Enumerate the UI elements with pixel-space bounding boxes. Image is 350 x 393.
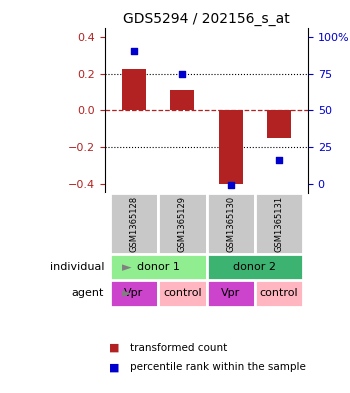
Text: control: control <box>260 288 298 298</box>
Bar <box>158 280 206 307</box>
Bar <box>122 70 146 110</box>
Bar <box>255 193 303 254</box>
Bar <box>110 280 158 307</box>
Text: individual: individual <box>50 262 104 272</box>
Text: GSM1365130: GSM1365130 <box>226 196 235 252</box>
Bar <box>170 90 194 110</box>
Bar <box>206 193 255 254</box>
Bar <box>267 110 291 138</box>
Bar <box>110 254 206 280</box>
Bar <box>110 193 158 254</box>
Title: GDS5294 / 202156_s_at: GDS5294 / 202156_s_at <box>123 13 290 26</box>
Text: donor 2: donor 2 <box>233 262 276 272</box>
Bar <box>158 193 206 254</box>
Point <box>131 48 137 55</box>
Text: agent: agent <box>72 288 104 298</box>
Bar <box>255 280 303 307</box>
Text: GSM1365129: GSM1365129 <box>178 196 187 252</box>
Text: control: control <box>163 288 202 298</box>
Text: Vpr: Vpr <box>221 288 240 298</box>
Text: transformed count: transformed count <box>130 343 227 353</box>
Text: ►: ► <box>122 287 132 300</box>
Text: percentile rank within the sample: percentile rank within the sample <box>130 362 305 373</box>
Text: ■: ■ <box>108 343 119 353</box>
Bar <box>219 110 243 184</box>
Bar <box>206 280 255 307</box>
Point <box>276 157 282 163</box>
Text: GSM1365131: GSM1365131 <box>274 196 284 252</box>
Point <box>228 182 233 188</box>
Text: GSM1365128: GSM1365128 <box>130 196 139 252</box>
Bar <box>206 254 303 280</box>
Text: ►: ► <box>122 261 132 274</box>
Text: donor 1: donor 1 <box>137 262 180 272</box>
Text: Vpr: Vpr <box>124 288 144 298</box>
Text: ■: ■ <box>108 362 119 373</box>
Point <box>180 70 185 77</box>
